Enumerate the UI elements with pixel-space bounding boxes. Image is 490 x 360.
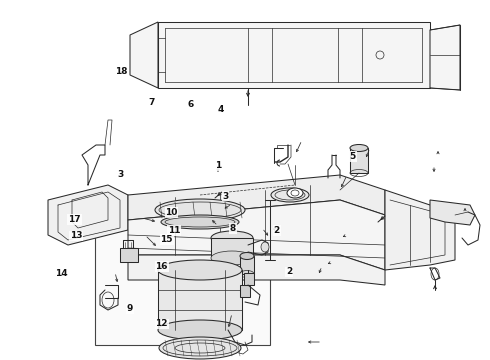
Bar — [240, 285, 250, 297]
Bar — [95, 195, 270, 345]
Ellipse shape — [261, 242, 269, 252]
Text: 18: 18 — [115, 67, 128, 76]
Polygon shape — [385, 190, 455, 270]
Text: 5: 5 — [350, 152, 356, 161]
Text: 8: 8 — [230, 224, 236, 233]
Ellipse shape — [161, 215, 239, 229]
Polygon shape — [48, 185, 128, 245]
Polygon shape — [128, 200, 385, 270]
Text: 13: 13 — [70, 231, 82, 240]
Ellipse shape — [155, 199, 245, 221]
Bar — [240, 256, 254, 274]
Bar — [244, 273, 254, 285]
Ellipse shape — [158, 260, 242, 280]
Text: 2: 2 — [274, 226, 280, 235]
Polygon shape — [158, 270, 242, 330]
Ellipse shape — [211, 231, 253, 245]
Text: 4: 4 — [217, 105, 224, 114]
Text: 16: 16 — [155, 262, 168, 271]
Text: 6: 6 — [188, 100, 194, 109]
Text: 9: 9 — [126, 304, 133, 313]
Polygon shape — [128, 255, 385, 285]
Ellipse shape — [287, 188, 303, 198]
Text: 7: 7 — [148, 98, 155, 107]
Ellipse shape — [211, 251, 253, 265]
Polygon shape — [211, 238, 253, 258]
Polygon shape — [430, 25, 460, 90]
Ellipse shape — [240, 252, 254, 260]
Text: 10: 10 — [165, 208, 178, 217]
Text: 3: 3 — [222, 192, 228, 201]
Polygon shape — [130, 22, 158, 88]
Bar — [120, 248, 138, 262]
Ellipse shape — [271, 188, 309, 202]
Text: 1: 1 — [215, 161, 221, 170]
Polygon shape — [430, 200, 475, 225]
Text: 12: 12 — [155, 320, 168, 328]
Polygon shape — [128, 175, 385, 220]
Ellipse shape — [158, 320, 242, 340]
Text: 2: 2 — [286, 267, 292, 276]
Text: 15: 15 — [160, 235, 173, 244]
Text: 11: 11 — [168, 226, 180, 235]
Polygon shape — [158, 22, 430, 88]
Text: 14: 14 — [55, 269, 68, 278]
Ellipse shape — [350, 144, 368, 152]
Text: 17: 17 — [68, 215, 81, 224]
Text: 3: 3 — [117, 170, 123, 179]
Bar — [350, 148, 368, 173]
Ellipse shape — [159, 337, 241, 359]
